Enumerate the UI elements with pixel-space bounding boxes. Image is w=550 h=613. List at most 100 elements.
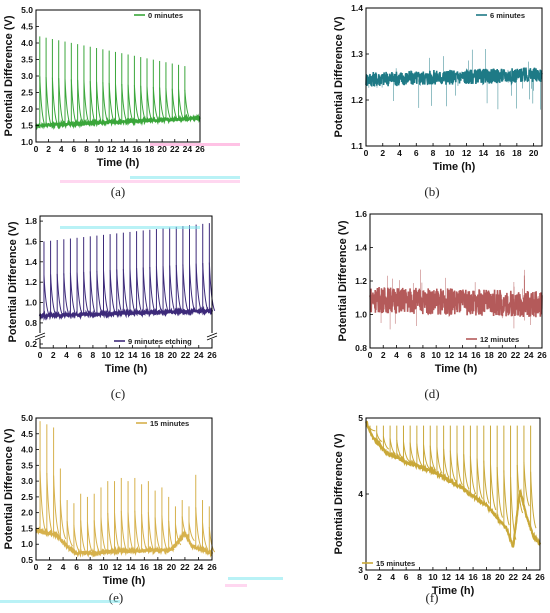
- spike-tail-e: [53, 475, 60, 535]
- series-line-c: [38, 305, 214, 322]
- x-tick-label-d: 2: [381, 350, 386, 360]
- spike-tail-e: [73, 524, 80, 552]
- x-tick-label-a: 6: [71, 144, 76, 154]
- spike-tail-e: [174, 523, 182, 546]
- spike-tail-a: [96, 81, 103, 124]
- x-tick-label-d: 12: [445, 350, 455, 360]
- y-axis-label-b: Potential Difference (V): [333, 16, 345, 137]
- x-tick-label-f: 0: [364, 572, 369, 582]
- spike-tail-e: [147, 512, 155, 551]
- x-tick-label-f: 20: [495, 572, 505, 582]
- x-tick-label-f: 16: [468, 572, 478, 582]
- artifact-stripe: [0, 600, 120, 603]
- x-tick-label-a: 14: [120, 144, 130, 154]
- series-line-f: [365, 419, 542, 548]
- caption-c: (c): [110, 386, 126, 401]
- x-tick-label-c: 16: [141, 350, 151, 360]
- spike-tail-e: [154, 517, 161, 551]
- x-tick-label-e: 10: [99, 562, 109, 572]
- x-tick-label-c: 6: [77, 350, 82, 360]
- x-axis-label-a: Time (h): [97, 157, 140, 169]
- spike-tail-f: [436, 447, 443, 474]
- caption-e: (e): [108, 590, 124, 605]
- spike-tail-e: [202, 522, 209, 550]
- spike-tail-c: [96, 270, 103, 315]
- spike-tail-c: [50, 274, 57, 316]
- x-tick-label-a: 16: [132, 144, 142, 154]
- x-tick-label-b: 4: [397, 148, 402, 158]
- x-tick-label-f: 4: [390, 572, 395, 582]
- x-tick-label-e: 20: [167, 562, 177, 572]
- spike-tail-e: [134, 510, 141, 551]
- spike-tail-c: [142, 267, 149, 313]
- spike-tail-e: [188, 521, 195, 542]
- axis-break-mark-right: [206, 335, 218, 341]
- x-tick-label-a: 22: [170, 144, 180, 154]
- axis-break-mask-right: [208, 333, 216, 339]
- x-tick-label-c: 2: [51, 350, 56, 360]
- spike-tail-c: [169, 265, 176, 313]
- y-tick-label-a: 3.5: [21, 55, 33, 65]
- x-tick-label-f: 26: [535, 572, 545, 582]
- caption-d: (d): [424, 386, 440, 401]
- x-tick-label-b: 0: [364, 148, 369, 158]
- spike-tail-e: [141, 514, 148, 551]
- x-tick-label-b: 14: [479, 148, 489, 158]
- legend-label-a: 0 minutes: [148, 11, 183, 20]
- spike-tail-e: [120, 510, 128, 552]
- x-tick-label-d: 0: [368, 350, 373, 360]
- spike-tail-e: [195, 507, 202, 548]
- x-tick-label-d: 6: [407, 350, 412, 360]
- x-tick-label-d: 26: [537, 350, 547, 360]
- spike-tail-a: [89, 81, 96, 124]
- y-tick-label-e: 0.5: [21, 555, 33, 565]
- y-tick-label-b: 1.3: [351, 49, 363, 59]
- spike-tail-f: [409, 442, 416, 464]
- spike-tail-e: [66, 520, 73, 547]
- x-tick-label-a: 8: [84, 144, 89, 154]
- x-tick-label-f: 14: [455, 572, 465, 582]
- series-line-a: [35, 113, 201, 131]
- artifact-stripe: [60, 180, 240, 183]
- spike-tail-f: [402, 441, 410, 462]
- spike-tail-a: [152, 86, 159, 121]
- spike-tail-f: [429, 445, 437, 471]
- y-tick-label-d: 1.2: [355, 276, 367, 286]
- legend-label-e: 15 minutes: [150, 419, 189, 428]
- x-tick-label-a: 0: [34, 144, 39, 154]
- spike-tail-a: [45, 76, 52, 126]
- spike-tail-f: [489, 463, 497, 511]
- spike-tail-a: [51, 77, 58, 125]
- spike-tail-e: [168, 520, 175, 551]
- x-tick-label-c: 14: [128, 350, 138, 360]
- artifact-stripe: [60, 226, 200, 229]
- spike-tail-a: [133, 85, 140, 122]
- spike-tail-e: [39, 470, 46, 532]
- x-tick-label-b: 6: [414, 148, 419, 158]
- spike-tail-f: [382, 436, 390, 450]
- y-tick-label-c: 1.0: [25, 298, 37, 308]
- x-tick-label-e: 16: [140, 562, 150, 572]
- series-f: [365, 419, 542, 548]
- spike-tail-c: [89, 271, 97, 315]
- spike-tail-f: [463, 454, 470, 490]
- spike-tail-f: [503, 470, 510, 526]
- spike-tail-a: [70, 79, 77, 125]
- chart-panel-c: 0 2 4 6 8 10 12 14 16 18 20 22 24 26 0.2 0.8 1.0 1.2 1.4 1.…: [0, 206, 250, 382]
- spike-tail-e: [114, 512, 121, 552]
- caption-f: (f): [425, 590, 439, 605]
- series-b: [365, 49, 543, 110]
- spike-tail-f: [523, 461, 530, 507]
- plot-frame-d: [369, 213, 543, 349]
- x-tick-label-e: 22: [180, 562, 190, 572]
- series-e: [35, 421, 216, 558]
- x-tick-label-c: 20: [168, 350, 178, 360]
- y-tick-label-c: 1.6: [25, 236, 37, 246]
- y-tick-label-a: 2.0: [21, 104, 33, 114]
- chart-panel-d: 0 2 4 6 8 10 12 14 16 18 20 22 24 26 0.8 1.0 1.2 1.4 1.6 Ti…: [300, 206, 550, 382]
- y-tick-label-c: 0.8: [25, 318, 37, 328]
- spike-tail-f: [416, 443, 423, 467]
- spike-tail-a: [114, 83, 121, 123]
- chart-e-svg: 0 2 4 6 8 10 12 14 16 18 20 22 24 260.51.01.52.02.53.…: [3, 413, 217, 587]
